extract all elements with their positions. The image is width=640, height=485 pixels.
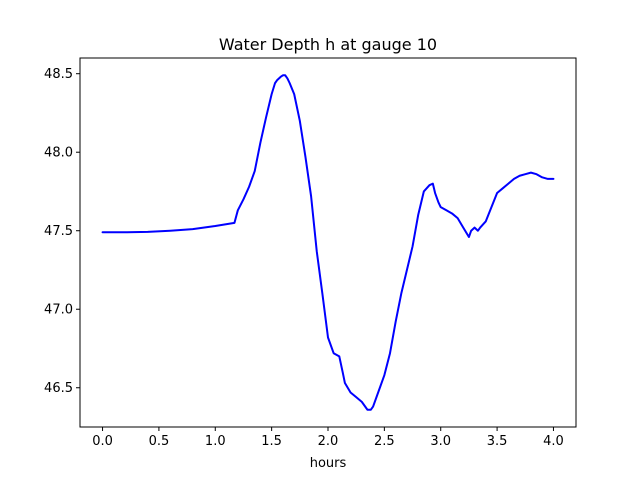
- y-tick-label: 47.5: [44, 224, 73, 239]
- y-tick-label: 48.5: [44, 67, 73, 82]
- chart-title: Water Depth h at gauge 10: [219, 35, 437, 54]
- x-axis-label: hours: [310, 456, 347, 471]
- x-tick-label: 2.5: [374, 434, 395, 449]
- y-tick-label: 48.0: [44, 146, 73, 161]
- y-tick-label: 46.5: [44, 381, 73, 396]
- x-tick-label: 4.0: [543, 434, 564, 449]
- x-tick-label: 1.5: [261, 434, 282, 449]
- y-tick-label: 47.0: [44, 303, 73, 318]
- x-tick-label: 0.0: [92, 434, 113, 449]
- x-tick-label: 3.0: [430, 434, 451, 449]
- x-axis-ticks: 0.0 0.5 1.0 1.5 2.0 2.5 3.0 3.5 4.0: [92, 427, 564, 449]
- x-tick-label: 1.0: [205, 434, 226, 449]
- x-tick-label: 2.0: [318, 434, 339, 449]
- y-axis-ticks: 46.5 47.0 47.5 48.0 48.5: [44, 67, 80, 396]
- series-layer: [101, 74, 555, 411]
- x-tick-label: 0.5: [149, 434, 170, 449]
- series-line-0: [101, 74, 555, 411]
- x-tick-label: 3.5: [487, 434, 508, 449]
